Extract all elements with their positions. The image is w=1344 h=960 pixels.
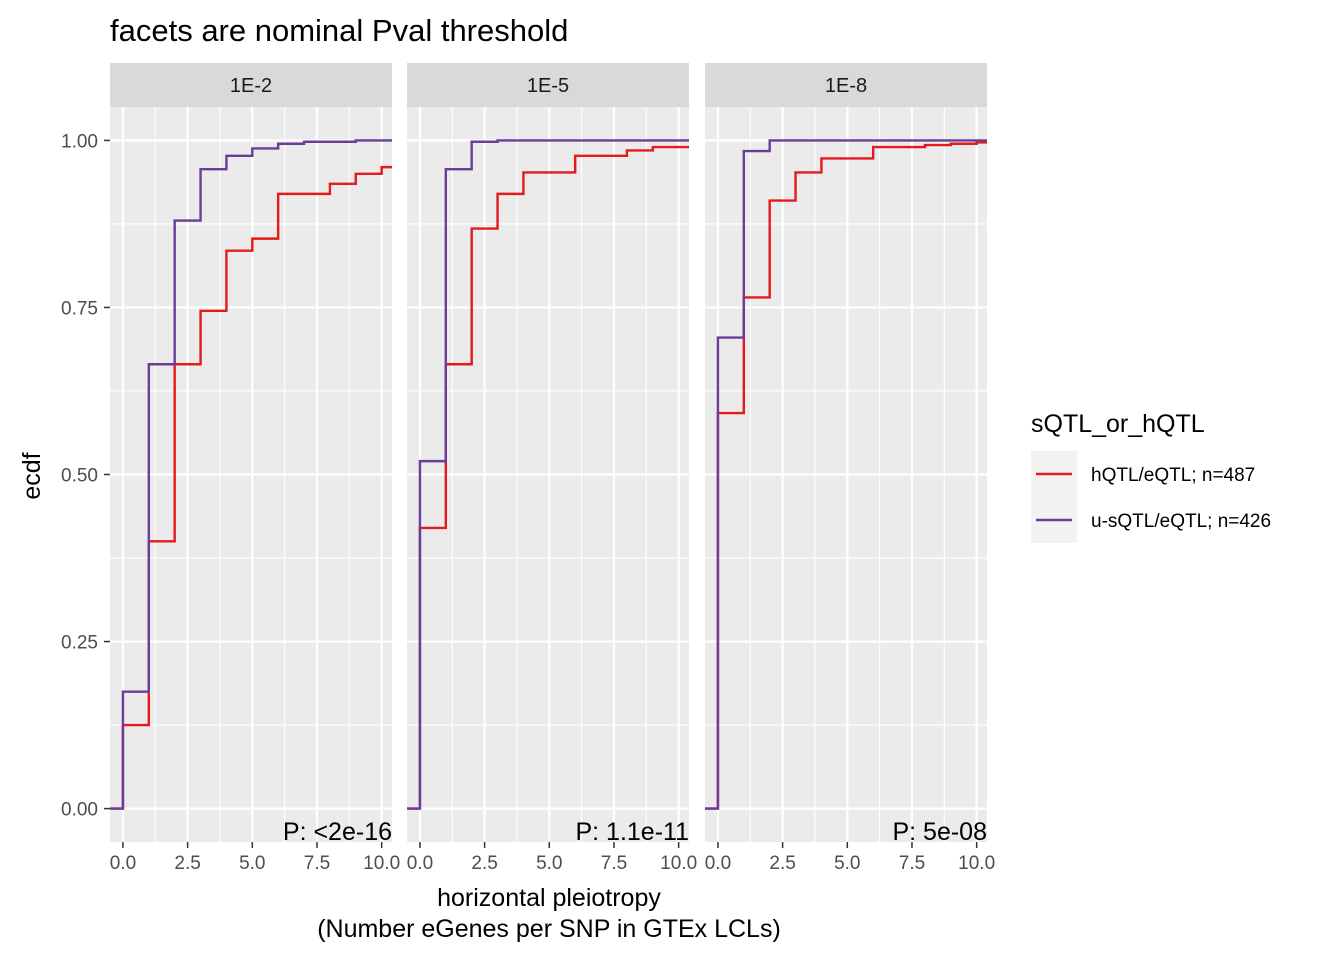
facet-strip-label: 1E-5 (527, 75, 569, 97)
facets-group: 1E-2 0.0 2.5 5.0 7.5 10.0 P: <2e-16 1E-5 0.0 2.5 5… (110, 63, 995, 874)
x-tick-label: 2.5 (174, 853, 200, 874)
legend-entries: hQTL/eQTL; n=487 u-sQTL/eQTL; n=426 (1031, 451, 1271, 543)
ecdf-line-usqtl (705, 139, 987, 810)
facet-panel-1E-2: 1E-2 0.0 2.5 5.0 7.5 10.0 P: <2e-16 (110, 63, 400, 874)
facet-panel-1E-5: 1E-5 0.0 2.5 5.0 7.5 10.0 P: 1.1e-11 (407, 63, 697, 874)
x-tick-label: 2.5 (471, 853, 497, 874)
x-tick-label: 10.0 (660, 853, 697, 874)
legend-entry-label: u-sQTL/eQTL; n=426 (1091, 511, 1271, 532)
y-tick-label: 0.00 (61, 800, 98, 821)
x-tick-label: 7.5 (899, 853, 925, 874)
y-tick-label: 0.75 (61, 298, 98, 319)
facet-strip-label: 1E-8 (825, 75, 867, 97)
x-tick-label: 5.0 (536, 853, 562, 874)
facet-strip (110, 63, 392, 107)
chart-title: facets are nominal Pval threshold (110, 13, 568, 48)
ecdf-line-hqtl (705, 141, 987, 810)
x-tick-label: 7.5 (601, 853, 627, 874)
x-tick-label: 5.0 (834, 853, 860, 874)
x-tick-label: 0.0 (705, 853, 731, 874)
x-tick-label: 0.0 (110, 853, 136, 874)
x-tick-label: 2.5 (769, 853, 795, 874)
x-axis-title-line1: horizontal pleiotropy (437, 884, 661, 912)
pvalue-annotation: P: <2e-16 (283, 818, 392, 846)
facet-panel-1E-8: 1E-8 0.0 2.5 5.0 7.5 10.0 P: 5e-08 (705, 63, 995, 874)
y-axis: 0.00 0.25 0.50 0.75 1.00 (61, 131, 110, 821)
facet-strip (705, 63, 987, 107)
legend: sQTL_or_hQTL hQTL/eQTL; n=487 u-sQTL/eQTL… (1031, 410, 1271, 543)
x-tick-label: 7.5 (304, 853, 330, 874)
facet-strip-label: 1E-2 (230, 75, 272, 97)
series-group (110, 139, 392, 810)
legend-title: sQTL_or_hQTL (1031, 410, 1205, 438)
y-tick-label: 1.00 (61, 131, 98, 152)
legend-entry-label: hQTL/eQTL; n=487 (1091, 465, 1255, 486)
ecdf-line-hqtl (407, 145, 689, 810)
x-tick-label: 10.0 (958, 853, 995, 874)
y-tick-label: 0.50 (61, 466, 98, 487)
pvalue-annotation: P: 5e-08 (892, 818, 987, 846)
series-group (407, 139, 689, 810)
y-axis-title: ecdf (18, 452, 46, 499)
x-tick-label: 10.0 (363, 853, 400, 874)
pvalue-annotation: P: 1.1e-11 (575, 818, 689, 846)
x-tick-label: 5.0 (239, 853, 265, 874)
y-tick-label: 0.25 (61, 633, 98, 654)
ecdf-line-usqtl (110, 139, 392, 810)
ecdf-line-usqtl (407, 139, 689, 810)
series-group (705, 139, 987, 810)
x-axis-title-line2: (Number eGenes per SNP in GTEx LCLs) (317, 915, 781, 943)
facet-strip (407, 63, 689, 107)
x-tick-label: 0.0 (407, 853, 433, 874)
